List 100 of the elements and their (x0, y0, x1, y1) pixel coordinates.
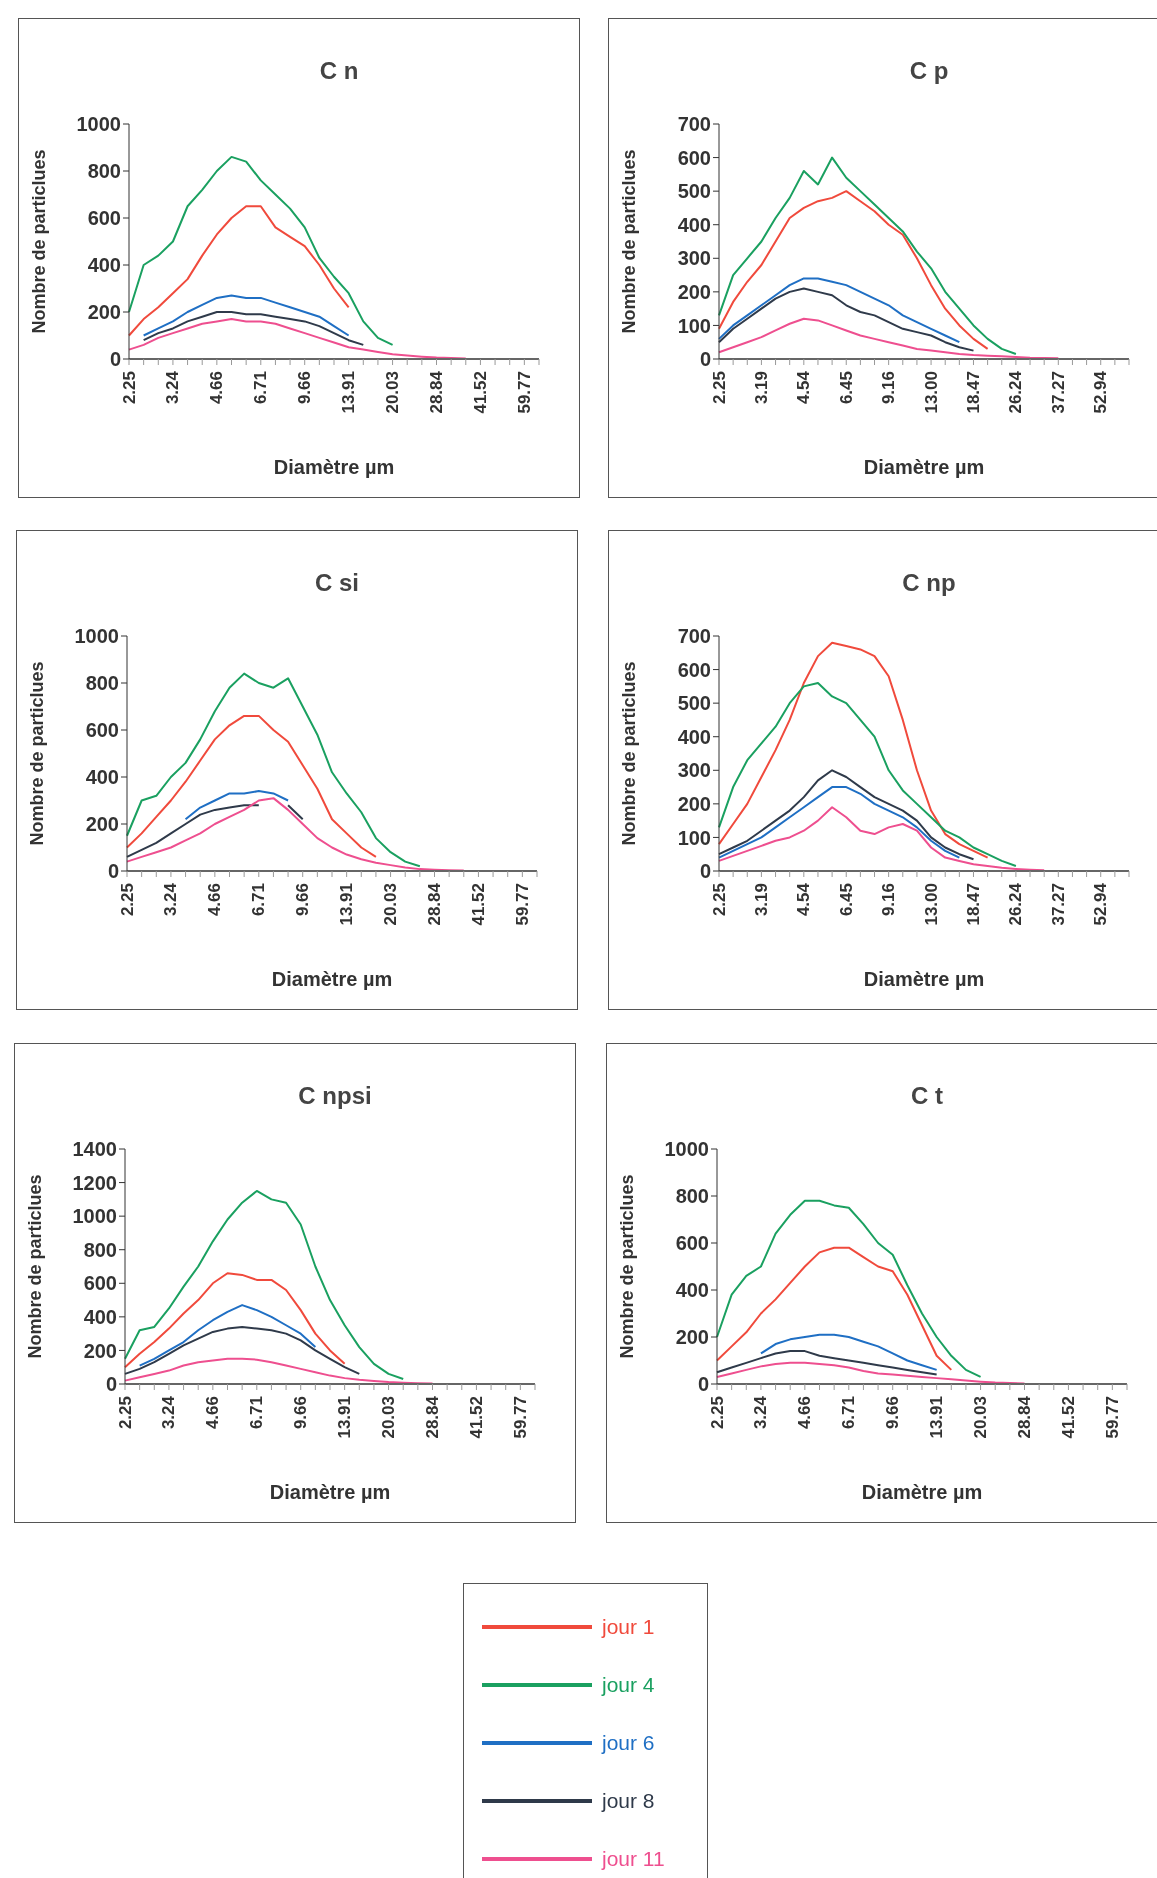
x-tick-label: 9.66 (291, 1396, 311, 1430)
x-tick-label: 59.77 (510, 1396, 530, 1439)
y-tick-label: 400 (85, 766, 119, 789)
x-tick-label: 9.16 (879, 371, 899, 405)
line-series (716, 1350, 938, 1376)
x-tick-label: 6.71 (839, 1396, 859, 1430)
x-tick-label: 3.24 (163, 370, 183, 405)
x-tick-label: 41.52 (470, 371, 490, 414)
y-tick-label: 500 (677, 180, 711, 203)
x-tick-label: 41.52 (466, 1396, 486, 1439)
x-tick-label: 52.94 (1091, 370, 1111, 414)
line-series (718, 769, 975, 861)
line-series (718, 277, 961, 344)
x-tick-label: 2.25 (119, 371, 139, 405)
y-tick-label: 600 (677, 146, 711, 169)
line-series (718, 786, 961, 859)
y-tick-label: 200 (85, 813, 119, 836)
x-tick-label: 2.25 (115, 1396, 135, 1430)
x-tick-label: 13.91 (335, 1396, 355, 1439)
y-tick-label: 800 (87, 160, 121, 183)
x-tick-label: 6.71 (251, 371, 271, 405)
y-axis-title: Nombre de particlues (619, 149, 640, 334)
x-tick-label: 6.45 (836, 883, 856, 917)
text: jour 6 (602, 1731, 655, 1755)
x-tick-label: 4.66 (795, 1396, 815, 1430)
x-tick-label: 6.71 (247, 1396, 267, 1430)
y-tick-label: 1000 (72, 1205, 117, 1228)
y-tick-label: 300 (677, 759, 711, 782)
x-axis-title: Diamètre µm (863, 456, 985, 478)
x-tick-label: 26.24 (1006, 882, 1026, 926)
line-series (716, 1246, 953, 1371)
x-tick-label: 2.25 (707, 1396, 727, 1430)
x-tick-label: 9.16 (879, 883, 899, 917)
y-tick-label: 1000 (74, 625, 119, 648)
y-tick-label: 100 (677, 826, 711, 849)
x-tick-label: 59.77 (1102, 1396, 1122, 1439)
y-tick-label: 1000 (76, 113, 121, 136)
x-tick-label: 20.03 (381, 883, 401, 926)
y-tick-label: 200 (83, 1339, 117, 1362)
x-axis-title: Diamètre µm (271, 968, 393, 990)
y-tick-label: 400 (677, 725, 711, 748)
y-tick-label: 0 (699, 348, 711, 371)
y-tick-label: 600 (85, 719, 119, 742)
x-tick-label: 37.27 (1048, 883, 1068, 926)
y-tick-label: 600 (675, 1232, 709, 1255)
x-tick-label: 6.45 (836, 371, 856, 405)
line-series (126, 714, 377, 858)
line-series (718, 190, 989, 350)
x-tick-label: 13.91 (927, 1396, 947, 1439)
x-tick-label: 6.71 (249, 883, 269, 917)
line-series (124, 1189, 405, 1380)
y-tick-label: 0 (105, 1373, 117, 1396)
y-tick-label: 800 (675, 1185, 709, 1208)
line-series (718, 156, 1017, 355)
y-tick-label: 1400 (72, 1138, 117, 1161)
y-tick-label: 400 (675, 1279, 709, 1302)
y-tick-label: 0 (699, 860, 711, 883)
x-tick-label: 9.66 (295, 371, 315, 405)
line-series (126, 797, 465, 871)
text: jour 1 (602, 1615, 655, 1639)
x-tick-label: 13.00 (921, 883, 941, 926)
line-series (142, 311, 365, 346)
y-tick-label: 400 (87, 254, 121, 277)
y-tick-label: 800 (83, 1238, 117, 1261)
x-tick-label: 41.52 (468, 883, 488, 926)
y-tick-label: 1200 (72, 1171, 117, 1194)
x-tick-label: 3.24 (161, 882, 181, 917)
line-series (124, 1357, 434, 1384)
line-series (128, 155, 394, 346)
x-tick-label: 4.66 (203, 1396, 223, 1430)
text: jour 11 (602, 1847, 665, 1871)
y-axis-title: Nombre de particlues (619, 661, 640, 846)
y-tick-label: 0 (697, 1373, 709, 1396)
y-tick-label: 600 (83, 1272, 117, 1295)
y-tick-label: 100 (677, 314, 711, 337)
x-tick-label: 9.66 (883, 1396, 903, 1430)
x-tick-label: 13.91 (337, 883, 357, 926)
x-tick-label: 13.91 (339, 371, 359, 414)
x-tick-label: 26.24 (1006, 370, 1026, 414)
x-tick-label: 4.66 (207, 371, 227, 405)
chart-title: C npsi (297, 1082, 373, 1110)
x-tick-label: 59.77 (514, 371, 534, 414)
x-tick-label: 3.24 (159, 1395, 179, 1430)
y-tick-label: 200 (87, 301, 121, 324)
chart-title: C si (314, 569, 360, 597)
x-tick-label: 18.47 (963, 371, 983, 414)
line-series (716, 1199, 982, 1378)
line-series (718, 317, 1060, 359)
x-tick-label: 2.25 (709, 883, 729, 917)
line-series (184, 790, 290, 821)
x-tick-label: 37.27 (1048, 371, 1068, 414)
line-series (142, 294, 350, 337)
x-tick-label: 4.66 (205, 883, 225, 917)
y-tick-label: 0 (107, 860, 119, 883)
y-tick-label: 600 (87, 207, 121, 230)
chart-title: C p (908, 57, 950, 85)
text: jour 8 (602, 1789, 655, 1813)
x-axis-title: Diamètre µm (273, 456, 395, 478)
x-tick-label: 13.00 (921, 371, 941, 414)
line-series (716, 1361, 1026, 1384)
